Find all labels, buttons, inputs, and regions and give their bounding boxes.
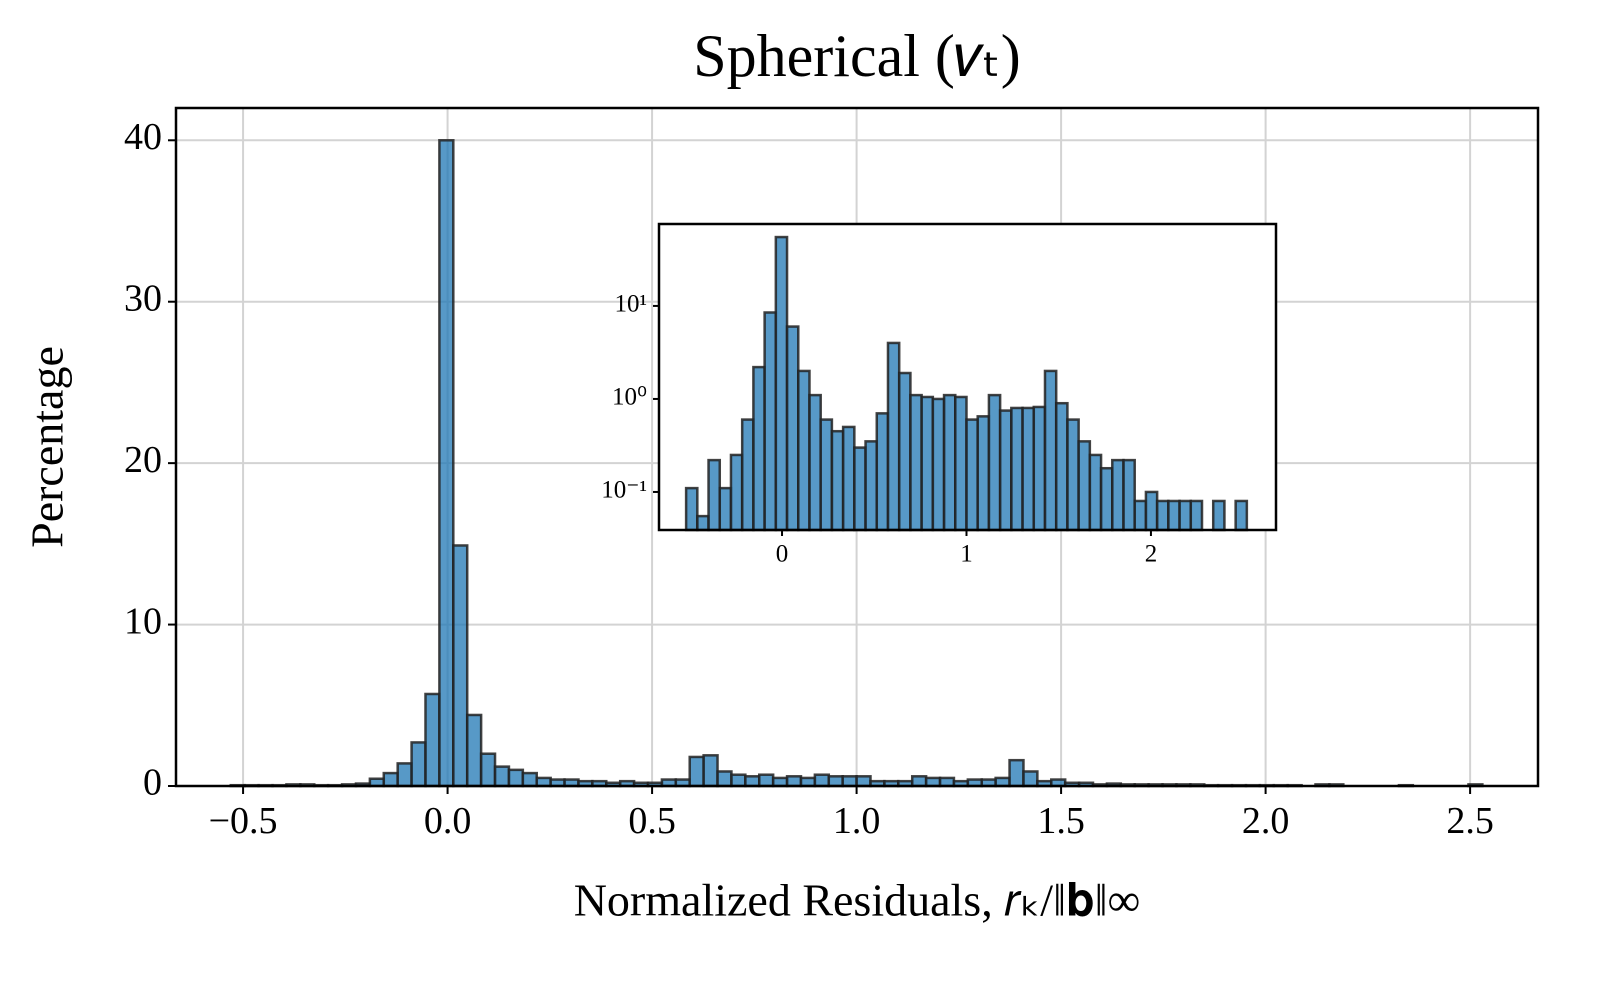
y-tick-label: 10⁰ — [612, 384, 647, 411]
histogram-bar — [1010, 406, 1024, 532]
histogram-bar — [910, 775, 928, 788]
histogram-bar — [716, 770, 733, 788]
histogram-bar — [410, 741, 427, 788]
x-tick-label: 0.5 — [628, 800, 676, 842]
histogram-bar — [1167, 499, 1181, 532]
histogram-bar — [396, 762, 413, 788]
histogram-bar — [507, 768, 525, 788]
histogram-bar — [808, 393, 822, 532]
histogram-bar — [1077, 440, 1092, 532]
histogram-bar — [1178, 499, 1193, 532]
histogram-bar — [1155, 499, 1170, 532]
histogram-bar — [819, 418, 834, 532]
y-tick-label: 0 — [143, 762, 162, 804]
histogram-bar — [855, 775, 872, 788]
histogram-bar — [702, 754, 719, 788]
y-tick-label: 40 — [124, 116, 162, 158]
y-tick-label: 20 — [124, 439, 162, 481]
x-tick-label: 2 — [1145, 541, 1158, 568]
histogram-bar — [875, 412, 890, 532]
histogram-bar — [1144, 490, 1159, 532]
histogram-bar — [1189, 499, 1204, 532]
histogram-bar — [954, 395, 968, 532]
histogram-bar — [740, 418, 755, 532]
histogram-bar — [493, 765, 511, 788]
histogram-bar — [1008, 758, 1025, 788]
histogram-bar — [744, 775, 761, 788]
histogram-bar — [1133, 499, 1148, 532]
axes-frame — [657, 222, 1278, 532]
histogram-bar — [1066, 418, 1080, 532]
y-tick-label: 10¹ — [615, 291, 648, 318]
histogram-bar — [785, 775, 803, 788]
histogram-bar — [864, 440, 879, 532]
x-tick-label: 2.5 — [1446, 800, 1494, 842]
histogram-bar — [730, 773, 747, 788]
histogram-bar — [827, 775, 844, 788]
histogram-bar — [987, 393, 1002, 532]
histogram-bar — [965, 418, 979, 532]
histogram-bar — [1099, 466, 1114, 532]
x-tick-label: 0.0 — [424, 800, 472, 842]
x-tick-label: −0.5 — [209, 800, 278, 842]
histogram-bar — [707, 458, 722, 532]
histogram-bar — [438, 139, 455, 788]
chart-title: Spherical (𝑣ₜ) — [693, 23, 1020, 89]
histogram-bar — [841, 425, 856, 532]
histogram-bar — [931, 397, 946, 532]
histogram-bar — [976, 415, 991, 532]
histogram-bar — [920, 395, 935, 532]
histogram-bar — [763, 311, 778, 532]
histogram-bar — [729, 453, 744, 532]
histogram-bar — [785, 325, 800, 532]
histogram-bar — [479, 752, 497, 788]
histogram-bar — [853, 446, 867, 532]
x-tick-label: 0 — [776, 541, 789, 568]
histogram-bar — [757, 773, 775, 788]
histogram-bar — [1022, 770, 1039, 788]
x-tick-label: 1.5 — [1037, 800, 1085, 842]
histogram-bar — [830, 429, 845, 532]
histogram-bar — [1032, 405, 1047, 532]
histogram-bar — [696, 514, 710, 532]
histogram-bar — [752, 365, 766, 532]
x-tick-label: 2.0 — [1242, 800, 1290, 842]
histogram-bar — [942, 393, 957, 532]
histogram-bar — [797, 369, 811, 532]
y-tick-label: 30 — [124, 277, 162, 319]
histogram-bar — [688, 755, 705, 788]
x-tick-label: 1 — [960, 541, 973, 568]
histogram-bar — [909, 393, 923, 532]
histogram-bar — [521, 771, 538, 788]
histogram-bar — [1088, 453, 1103, 532]
histogram-bar — [684, 486, 699, 532]
histogram-bar — [424, 692, 441, 788]
histogram-bar — [1021, 406, 1036, 532]
x-tick-label: 1.0 — [833, 800, 881, 842]
histogram-bar — [774, 235, 789, 532]
histogram-bar — [718, 486, 733, 532]
histogram-bar — [897, 371, 912, 532]
histogram-bar — [1111, 458, 1125, 532]
histogram-bar — [465, 713, 483, 788]
x-axis-label: Normalized Residuals, 𝑟ₖ/‖𝐛‖∞ — [574, 875, 1141, 926]
histogram-bar — [813, 773, 831, 788]
histogram-bar — [841, 775, 858, 788]
histogram-bar — [1043, 369, 1058, 532]
histogram-bar — [998, 409, 1013, 532]
histogram-bar — [1054, 401, 1069, 532]
histogram-bar — [452, 544, 469, 788]
y-tick-label: 10 — [124, 600, 162, 642]
histogram-bar — [886, 341, 901, 532]
histogram-bar — [1122, 458, 1136, 532]
y-axis-label: Percentage — [22, 346, 73, 548]
histogram-bar — [1234, 499, 1249, 532]
histogram-bar — [1211, 499, 1226, 532]
axes-frame — [174, 106, 1540, 788]
histogram-bar — [382, 771, 399, 788]
y-tick-label: 10⁻¹ — [601, 477, 647, 504]
